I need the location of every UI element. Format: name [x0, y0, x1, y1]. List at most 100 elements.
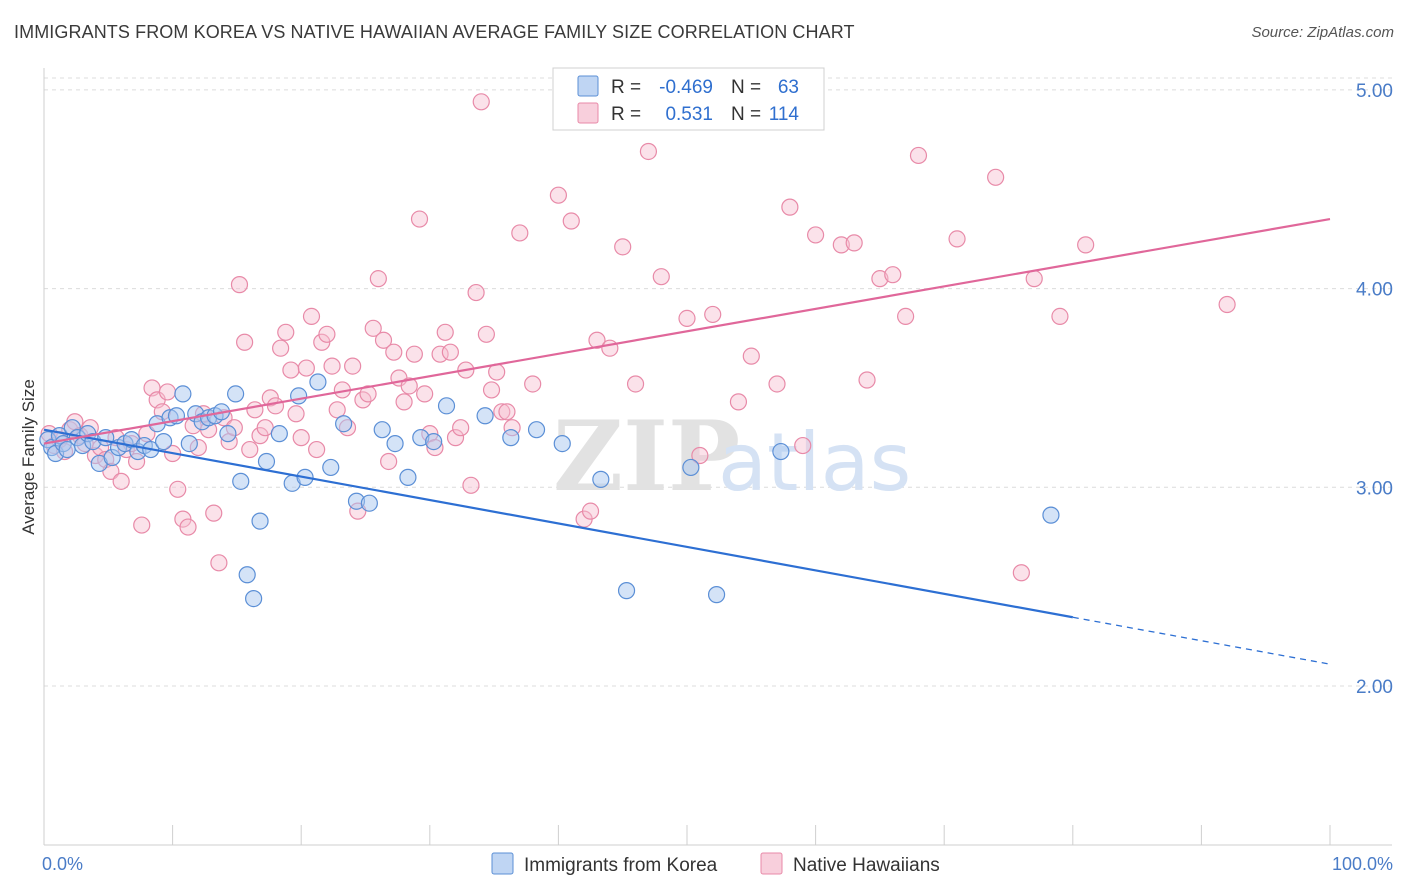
watermark-zip: ZIP	[553, 400, 740, 513]
legend-r-label-hawaii: R =	[611, 104, 641, 125]
hawaii-point	[344, 357, 362, 375]
legend-n-value-korea: 63	[778, 77, 799, 98]
hawaii-point	[498, 403, 516, 421]
hawaii-point	[806, 226, 825, 244]
hawaii-point	[380, 452, 398, 471]
legend-n-label-korea: N =	[731, 77, 761, 98]
korea-point	[322, 458, 340, 477]
trend-line-korea-extension	[1072, 616, 1331, 665]
hawaii-point	[395, 393, 413, 411]
hawaii-point	[405, 345, 423, 363]
hawaii-point	[441, 343, 459, 361]
y-tick-label: 2.00	[1356, 677, 1393, 698]
y-tick-labels: 2.00 3.00 4.00 5.00	[1356, 81, 1393, 698]
hawaii-point	[524, 375, 542, 393]
legend-swatch-hawaii	[577, 102, 599, 124]
hawaii-point	[614, 238, 632, 256]
hawaii-point	[323, 357, 341, 375]
hawaii-point	[562, 212, 580, 230]
hawaii-point	[277, 323, 295, 341]
korea-point	[373, 421, 391, 439]
y-tick-label: 5.00	[1356, 81, 1393, 102]
hawaii-point	[112, 472, 130, 490]
hawaii-point	[230, 276, 249, 294]
korea-point	[251, 512, 269, 530]
trend-line-korea	[43, 428, 1073, 619]
korea-point	[425, 433, 443, 451]
korea-point	[617, 582, 636, 600]
hawaii-point	[302, 307, 321, 326]
hawaii-point	[210, 554, 228, 572]
hawaii-point	[482, 381, 501, 399]
hawaii-point	[884, 266, 902, 284]
hawaii-point	[781, 198, 799, 216]
hawaii-point	[1025, 270, 1043, 288]
hawaii-point	[308, 440, 326, 459]
korea-point	[360, 494, 378, 512]
korea-point	[707, 586, 726, 604]
korea-point	[219, 425, 237, 443]
hawaii-point	[948, 230, 966, 248]
legend-r-value-hawaii: 0.531	[665, 104, 713, 125]
trend-line-hawaii	[43, 217, 1331, 445]
x-tick-labels: 0.0% 100.0%	[42, 854, 1393, 874]
hawaii-point	[858, 371, 876, 389]
bottom-legend-label-hawaii: Native Hawaiians	[793, 855, 940, 876]
hawaii-point	[871, 270, 889, 288]
korea-point	[772, 442, 790, 461]
hawaii-point	[431, 345, 449, 363]
korea-point	[257, 452, 276, 471]
korea-point	[238, 566, 256, 584]
korea-point	[682, 458, 700, 477]
hawaii-point	[581, 502, 600, 520]
hawaii-point	[845, 234, 863, 252]
korea-point	[386, 434, 404, 453]
hawaii-point	[462, 476, 480, 494]
hawaii-point	[794, 436, 812, 455]
hawaii-point	[158, 383, 177, 401]
hawaii-point	[678, 309, 696, 327]
hawaii-point	[729, 393, 748, 411]
hawaii-point	[832, 236, 850, 254]
hawaii-point	[236, 333, 254, 351]
hawaii-point	[328, 401, 346, 419]
hawaii-point	[601, 339, 619, 357]
chart-title: IMMIGRANTS FROM KOREA VS NATIVE HAWAIIAN…	[14, 22, 855, 42]
legend-r-label-korea: R =	[611, 77, 641, 98]
hawaii-point	[241, 440, 259, 459]
korea-point	[245, 589, 263, 608]
hawaii-point	[1218, 295, 1236, 314]
hawaii-point	[472, 93, 490, 111]
hawaii-point	[897, 307, 915, 326]
korea-point	[154, 433, 173, 451]
hawaii-point	[452, 419, 470, 437]
hawaii-point	[282, 361, 300, 379]
hawaii-point	[385, 343, 403, 361]
korea-point	[502, 429, 520, 447]
hawaii-point	[1012, 564, 1030, 582]
korea-point	[592, 470, 610, 488]
hawaii-point	[1051, 307, 1069, 326]
bottom-legend: Immigrants from Korea Native Hawaiians	[491, 852, 940, 876]
korea-point	[180, 434, 198, 453]
trend-lines	[43, 217, 1331, 665]
korea-point	[174, 385, 192, 403]
korea-point	[1042, 506, 1060, 524]
watermark: ZIP atlas	[553, 400, 911, 513]
hawaii-point	[446, 429, 465, 447]
legend-swatch-korea	[577, 75, 599, 97]
hawaii-point	[477, 325, 495, 343]
x-tick-label-end: 100.0%	[1332, 854, 1393, 874]
hawaii-point	[691, 446, 709, 465]
x-tick-label-start: 0.0%	[42, 854, 83, 874]
hawaii-point	[374, 331, 393, 349]
hawaii-point	[318, 325, 336, 343]
hawaii-point	[364, 319, 382, 337]
hawaii-point	[169, 480, 187, 498]
hawaii-point	[652, 268, 670, 286]
korea-point	[437, 397, 456, 415]
hawaii-point	[287, 405, 305, 423]
bottom-legend-label-korea: Immigrants from Korea	[524, 855, 718, 876]
hawaii-point	[416, 385, 434, 403]
